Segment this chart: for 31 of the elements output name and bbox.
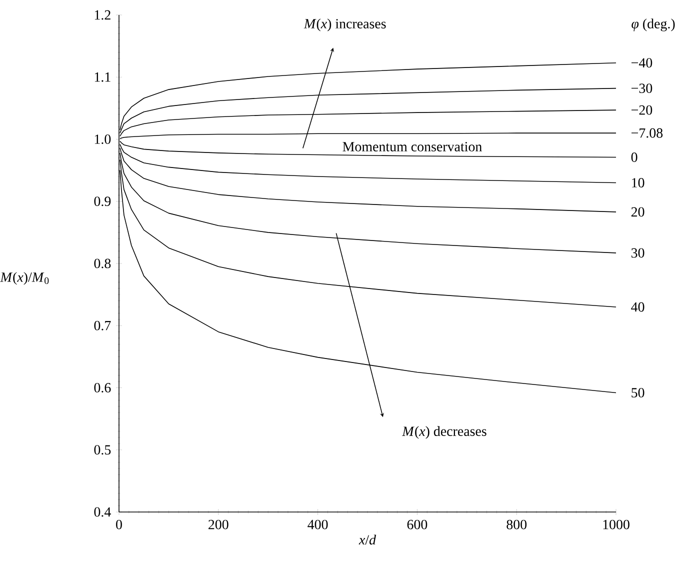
y-tick-label: 1.1 (94, 72, 110, 82)
y-tick-label: 0.6 (94, 383, 111, 392)
annotation: M(x) increases (304, 18, 386, 32)
y-tick-label: 0.7 (94, 320, 111, 330)
y-axis-title: M(x)/M$_{0}$ (0, 272, 49, 285)
legend-title: φ (deg.) (632, 18, 675, 32)
series-label: 0 (631, 152, 638, 162)
x-tick-label: 400 (308, 520, 328, 530)
annotation: M(x) decreases (402, 426, 486, 439)
y-tick-label: 0.9 (94, 196, 111, 206)
x-tick-label: 800 (506, 520, 527, 530)
annotation: Momentum conservation (342, 142, 482, 152)
series-label: 30 (631, 248, 644, 258)
series-label: 20 (631, 207, 644, 217)
series-label: 50 (632, 388, 644, 398)
series-label: 10 (632, 178, 644, 188)
x-tick-label: 200 (208, 520, 228, 530)
x-tick-label: 0 (116, 520, 122, 530)
y-tick-label: 0.8 (94, 258, 111, 268)
y-tick-label: 1.0 (94, 134, 111, 144)
series-label: −30 (632, 84, 652, 94)
y-tick-label: 1.2 (94, 10, 110, 20)
y-tick-label: 0.5 (94, 445, 111, 455)
y-tick-label: 0.4 (94, 507, 111, 517)
x-tick-label: 600 (407, 520, 428, 530)
x-axis-title: x/d (358, 534, 376, 545)
series-label: −7.08 (632, 128, 663, 138)
series-label: −40 (632, 58, 652, 68)
x-tick-label: 1000 (603, 520, 630, 530)
series-label: 40 (631, 302, 644, 312)
series-label: −20 (632, 105, 652, 115)
